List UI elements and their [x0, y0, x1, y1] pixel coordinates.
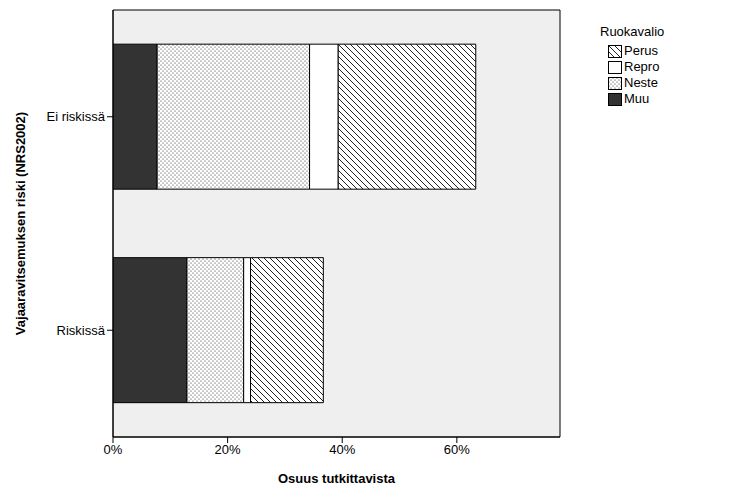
svg-text:60%: 60%	[444, 442, 470, 457]
svg-text:Ei riskissä: Ei riskissä	[46, 109, 105, 124]
svg-text:Riskissä: Riskissä	[57, 323, 106, 338]
html-text:Neste: Neste	[624, 75, 658, 90]
svg-text:Osuus tutkittavista: Osuus tutkittavista	[278, 471, 396, 486]
svg-text:40%: 40%	[329, 442, 355, 457]
html-text:Muu: Muu	[624, 91, 650, 106]
svg-text:0%: 0%	[104, 442, 123, 457]
svg-text:20%: 20%	[215, 442, 241, 457]
html-text:Ruokavalio: Ruokavalio	[600, 24, 665, 39]
html-text:Repro: Repro	[624, 59, 660, 74]
html-text:Perus: Perus	[624, 43, 658, 58]
svg-text:Vajaaravitsemuksen riski (NRS2: Vajaaravitsemuksen riski (NRS2002)	[13, 112, 28, 335]
